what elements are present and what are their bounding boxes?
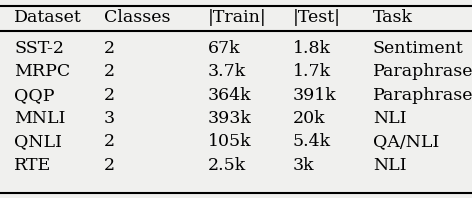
Text: QQP: QQP: [14, 87, 55, 104]
Text: SST-2: SST-2: [14, 40, 64, 57]
Text: QNLI: QNLI: [14, 133, 62, 150]
Text: 2: 2: [104, 63, 115, 80]
Text: 3k: 3k: [293, 157, 314, 174]
Text: 3: 3: [104, 110, 115, 127]
Text: Sentiment: Sentiment: [373, 40, 464, 57]
Text: 2: 2: [104, 157, 115, 174]
Text: 105k: 105k: [208, 133, 251, 150]
Text: 2: 2: [104, 133, 115, 150]
Text: NLI: NLI: [373, 110, 406, 127]
Text: 391k: 391k: [293, 87, 337, 104]
Text: QA/NLI: QA/NLI: [373, 133, 439, 150]
Text: 393k: 393k: [208, 110, 252, 127]
Text: 364k: 364k: [208, 87, 251, 104]
Text: RTE: RTE: [14, 157, 51, 174]
Text: Task: Task: [373, 9, 413, 26]
Text: 20k: 20k: [293, 110, 325, 127]
Text: Paraphrase: Paraphrase: [373, 63, 472, 80]
Text: 2.5k: 2.5k: [208, 157, 246, 174]
Text: 2: 2: [104, 40, 115, 57]
Text: 67k: 67k: [208, 40, 240, 57]
Text: 1.8k: 1.8k: [293, 40, 331, 57]
Text: |Train|: |Train|: [208, 9, 266, 26]
Text: |Test|: |Test|: [293, 9, 341, 26]
Text: 5.4k: 5.4k: [293, 133, 331, 150]
Text: NLI: NLI: [373, 157, 406, 174]
Text: 2: 2: [104, 87, 115, 104]
Text: Paraphrase: Paraphrase: [373, 87, 472, 104]
Text: Dataset: Dataset: [14, 9, 82, 26]
Text: MRPC: MRPC: [14, 63, 70, 80]
Text: Classes: Classes: [104, 9, 170, 26]
Text: MNLI: MNLI: [14, 110, 66, 127]
Text: 3.7k: 3.7k: [208, 63, 246, 80]
Text: 1.7k: 1.7k: [293, 63, 331, 80]
